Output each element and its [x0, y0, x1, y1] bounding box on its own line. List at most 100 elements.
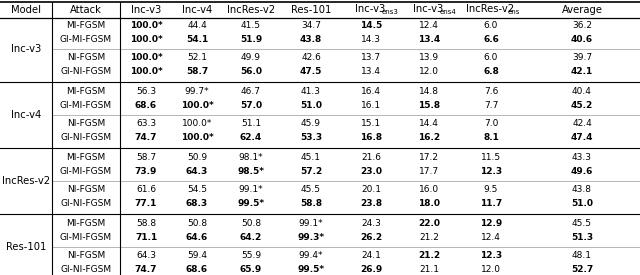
Text: 11.7: 11.7 [480, 199, 502, 208]
Text: 64.3: 64.3 [186, 167, 208, 176]
Text: 58.8: 58.8 [136, 219, 156, 228]
Text: 7.7: 7.7 [484, 101, 498, 110]
Text: 98.1*: 98.1* [239, 153, 263, 162]
Text: 65.9: 65.9 [240, 265, 262, 274]
Text: 16.4: 16.4 [361, 87, 381, 96]
Text: 59.4: 59.4 [187, 251, 207, 260]
Text: 40.6: 40.6 [571, 35, 593, 44]
Text: GI-MI-FGSM: GI-MI-FGSM [60, 167, 112, 176]
Text: 48.1: 48.1 [572, 251, 592, 260]
Text: 12.0: 12.0 [419, 67, 439, 76]
Text: 100.0*: 100.0* [182, 119, 212, 128]
Text: 99.1*: 99.1* [299, 219, 323, 228]
Text: GI-NI-FGSM: GI-NI-FGSM [60, 199, 111, 208]
Text: 74.7: 74.7 [135, 133, 157, 142]
Text: NI-FGSM: NI-FGSM [67, 185, 105, 194]
Text: 45.5: 45.5 [572, 219, 592, 228]
Text: 43.8: 43.8 [572, 185, 592, 194]
Text: 7.6: 7.6 [484, 87, 498, 96]
Text: 99.5*: 99.5* [237, 199, 264, 208]
Text: 45.5: 45.5 [301, 185, 321, 194]
Text: Inc-v4: Inc-v4 [182, 5, 212, 15]
Text: Average: Average [561, 5, 602, 15]
Text: 54.5: 54.5 [187, 185, 207, 194]
Text: 57.0: 57.0 [240, 101, 262, 110]
Text: 24.3: 24.3 [361, 219, 381, 228]
Text: ens: ens [507, 9, 520, 15]
Text: 17.2: 17.2 [419, 153, 439, 162]
Text: 22.0: 22.0 [418, 219, 440, 228]
Text: 54.1: 54.1 [186, 35, 208, 44]
Text: 68.6: 68.6 [135, 101, 157, 110]
Text: Inc-v3: Inc-v3 [131, 5, 161, 15]
Text: 51.9: 51.9 [240, 35, 262, 44]
Text: MI-FGSM: MI-FGSM [67, 21, 106, 30]
Text: 6.0: 6.0 [484, 21, 498, 30]
Text: IncRes-v2: IncRes-v2 [227, 5, 275, 15]
Text: 55.9: 55.9 [241, 251, 261, 260]
Text: 64.3: 64.3 [136, 251, 156, 260]
Text: Attack: Attack [70, 5, 102, 15]
Text: 47.5: 47.5 [300, 67, 322, 76]
Text: 61.6: 61.6 [136, 185, 156, 194]
Text: IncRes-v2: IncRes-v2 [466, 4, 514, 14]
Text: 51.3: 51.3 [571, 233, 593, 242]
Text: 6.8: 6.8 [483, 67, 499, 76]
Text: 12.3: 12.3 [480, 251, 502, 260]
Text: MI-FGSM: MI-FGSM [67, 87, 106, 96]
Text: 100.0*: 100.0* [130, 53, 163, 62]
Text: 58.7: 58.7 [186, 67, 208, 76]
Text: 74.7: 74.7 [135, 265, 157, 274]
Text: 13.4: 13.4 [361, 67, 381, 76]
Text: 64.2: 64.2 [240, 233, 262, 242]
Text: 100.0*: 100.0* [130, 21, 163, 30]
Text: 71.1: 71.1 [135, 233, 157, 242]
Text: 12.3: 12.3 [480, 167, 502, 176]
Text: 73.9: 73.9 [135, 167, 157, 176]
Text: 8.1: 8.1 [483, 133, 499, 142]
Text: ens4: ens4 [440, 9, 456, 15]
Text: 12.0: 12.0 [481, 265, 501, 274]
Text: NI-FGSM: NI-FGSM [67, 53, 105, 62]
Text: 50.8: 50.8 [187, 219, 207, 228]
Text: 13.9: 13.9 [419, 53, 439, 62]
Text: 21.2: 21.2 [418, 251, 440, 260]
Text: GI-NI-FGSM: GI-NI-FGSM [60, 67, 111, 76]
Text: 99.7*: 99.7* [185, 87, 209, 96]
Text: 14.3: 14.3 [361, 35, 381, 44]
Text: 49.9: 49.9 [241, 53, 261, 62]
Text: Inc-v3: Inc-v3 [355, 4, 385, 14]
Text: 52.7: 52.7 [571, 265, 593, 274]
Text: 34.7: 34.7 [301, 21, 321, 30]
Text: GI-NI-FGSM: GI-NI-FGSM [60, 133, 111, 142]
Text: 42.1: 42.1 [571, 67, 593, 76]
Text: 47.4: 47.4 [571, 133, 593, 142]
Text: 41.5: 41.5 [241, 21, 261, 30]
Text: 15.8: 15.8 [418, 101, 440, 110]
Text: 77.1: 77.1 [135, 199, 157, 208]
Text: 46.7: 46.7 [241, 87, 261, 96]
Text: NI-FGSM: NI-FGSM [67, 251, 105, 260]
Text: 15.1: 15.1 [361, 119, 381, 128]
Text: 21.2: 21.2 [419, 233, 439, 242]
Text: 51.1: 51.1 [241, 119, 261, 128]
Text: 42.4: 42.4 [572, 119, 592, 128]
Text: 40.4: 40.4 [572, 87, 592, 96]
Text: 50.9: 50.9 [187, 153, 207, 162]
Text: 100.0*: 100.0* [130, 67, 163, 76]
Text: 99.5*: 99.5* [298, 265, 324, 274]
Text: 49.6: 49.6 [571, 167, 593, 176]
Text: 16.8: 16.8 [360, 133, 382, 142]
Text: 12.4: 12.4 [419, 21, 439, 30]
Text: IncRes-v2: IncRes-v2 [2, 175, 50, 186]
Text: 7.0: 7.0 [484, 119, 498, 128]
Text: 57.2: 57.2 [300, 167, 322, 176]
Text: 6.6: 6.6 [483, 35, 499, 44]
Text: 100.0*: 100.0* [180, 101, 213, 110]
Text: 21.1: 21.1 [419, 265, 439, 274]
Text: 99.3*: 99.3* [298, 233, 324, 242]
Text: NI-FGSM: NI-FGSM [67, 119, 105, 128]
Text: 45.9: 45.9 [301, 119, 321, 128]
Text: 36.2: 36.2 [572, 21, 592, 30]
Text: 13.4: 13.4 [418, 35, 440, 44]
